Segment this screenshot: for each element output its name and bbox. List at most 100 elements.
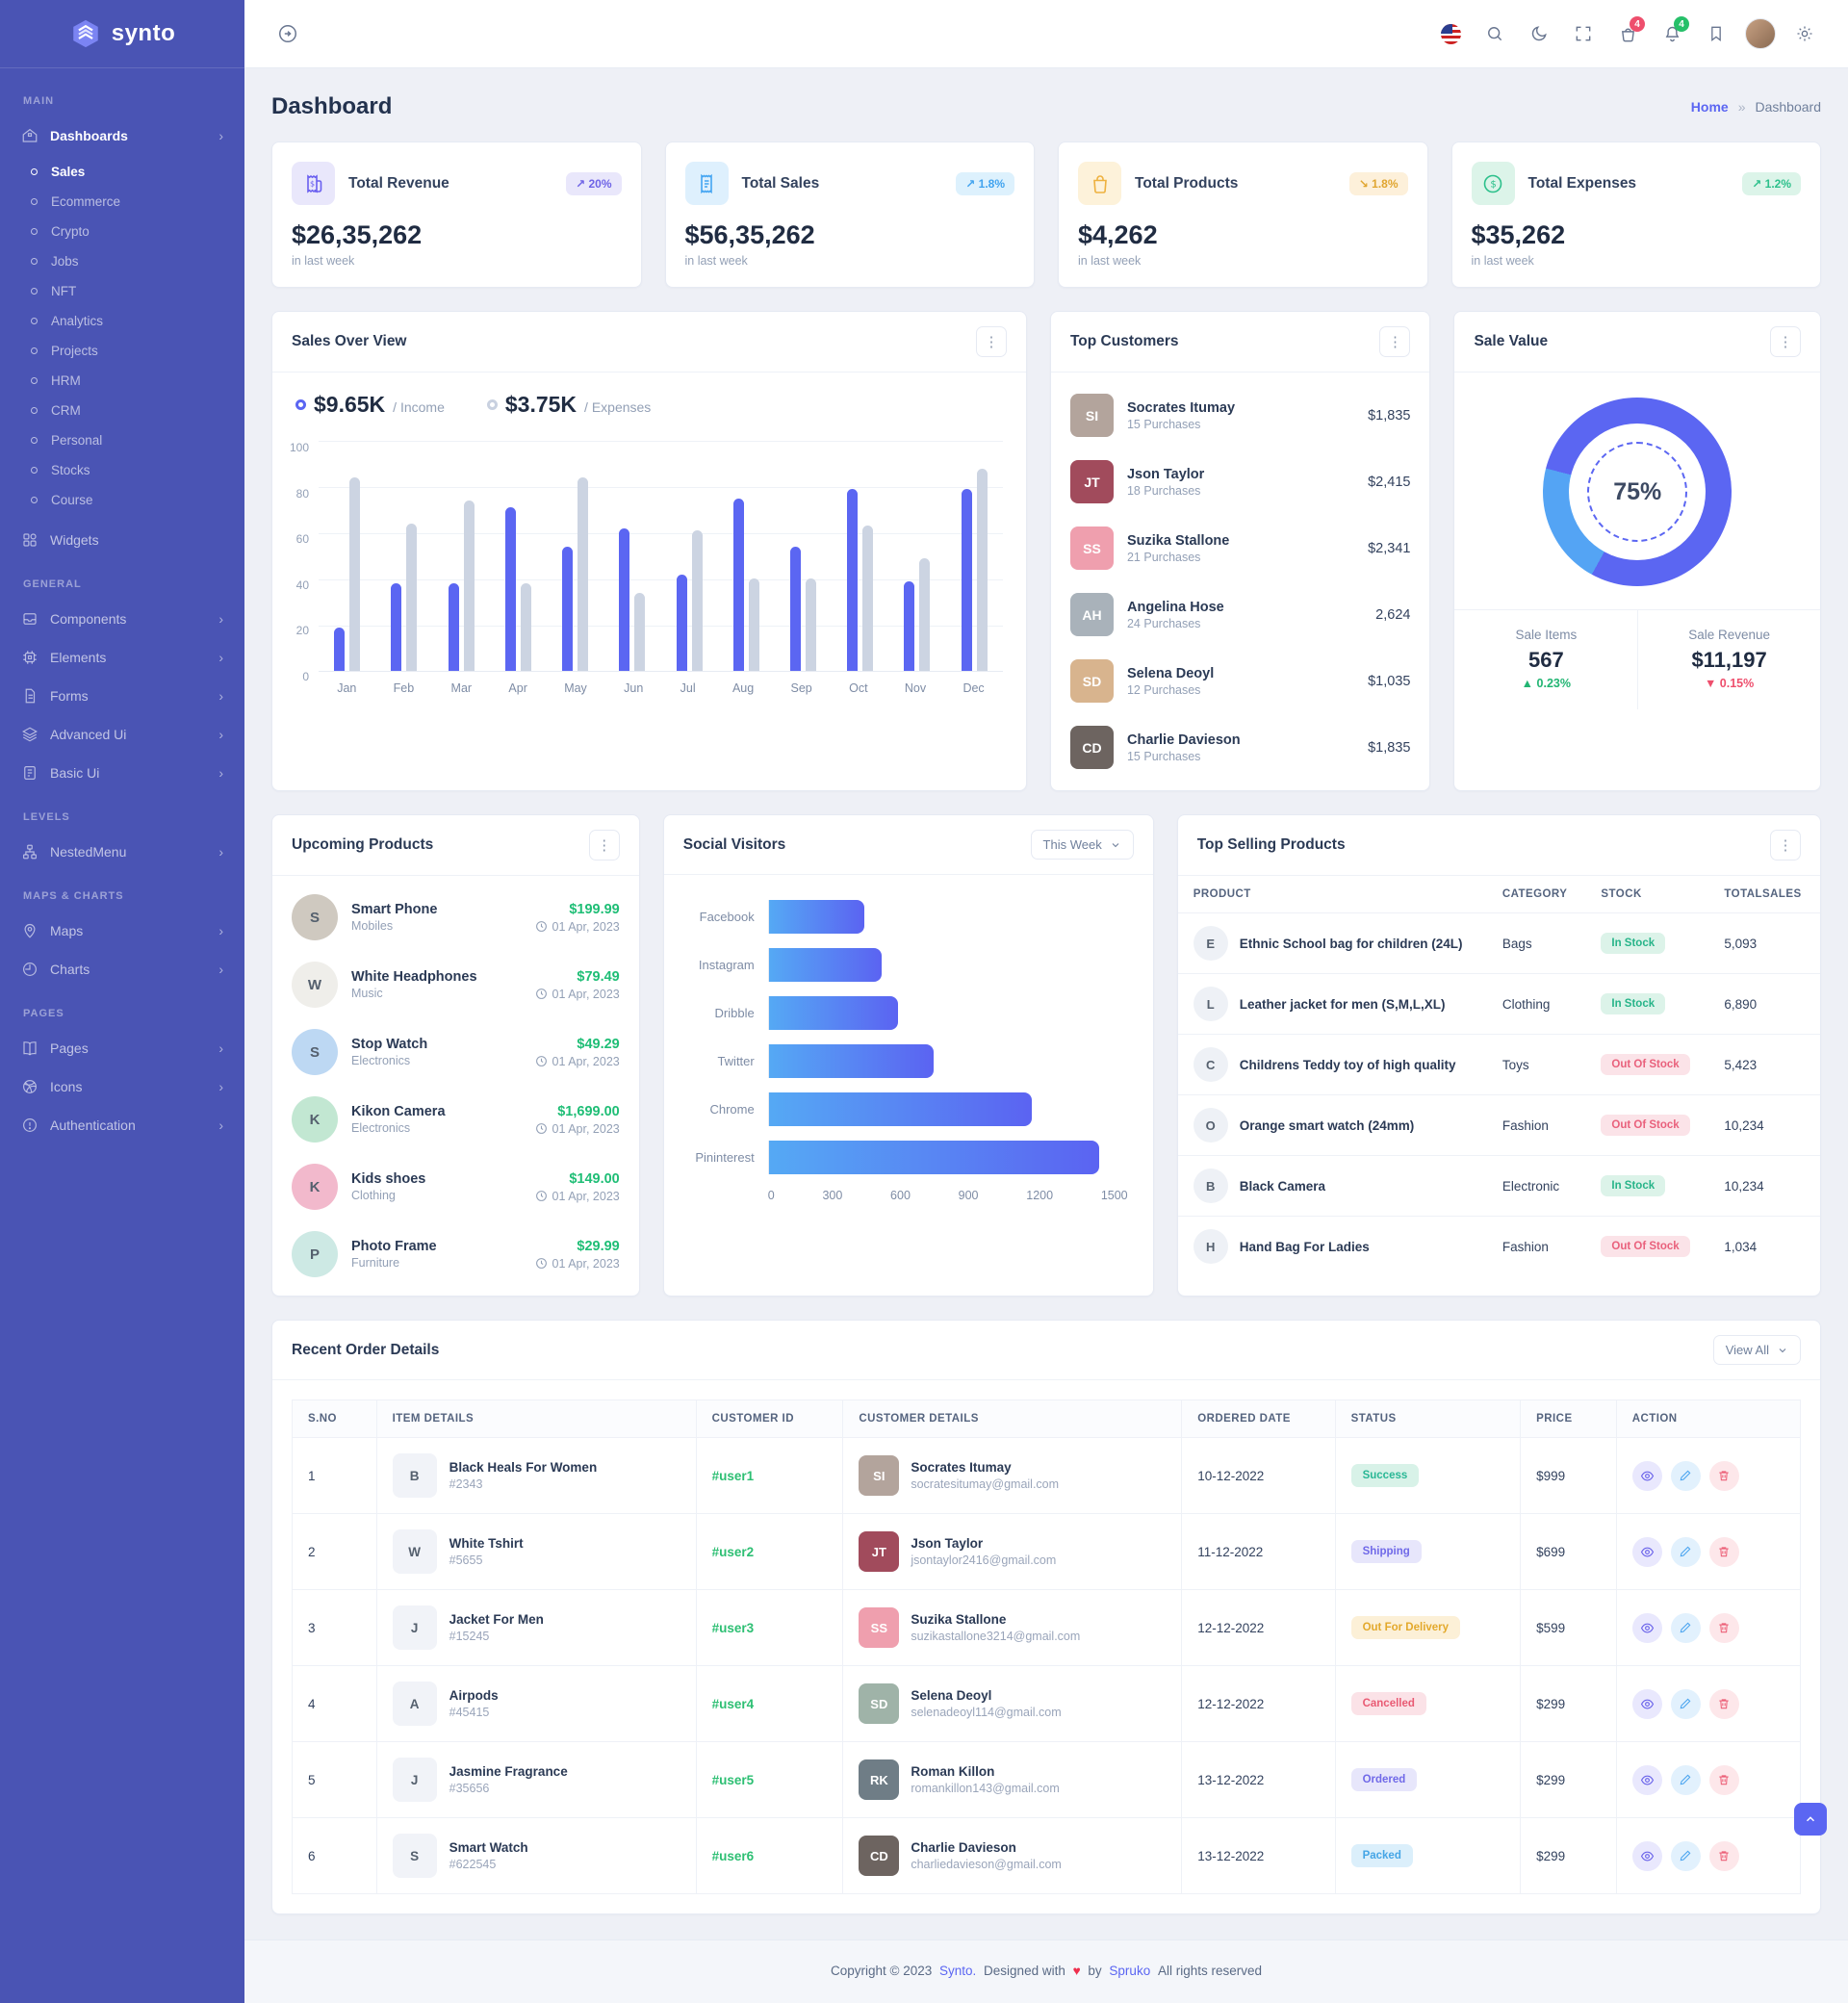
expense-bar — [464, 501, 475, 671]
edit-button[interactable] — [1671, 1537, 1701, 1567]
scroll-to-top-button[interactable] — [1794, 1803, 1827, 1836]
income-bar — [334, 628, 345, 671]
product-name: Leather jacket for men (S,M,L,XL) — [1240, 997, 1446, 1012]
delete-button[interactable] — [1709, 1765, 1739, 1795]
bullet-icon — [31, 288, 38, 295]
sidebar-item-jobs[interactable]: Jobs — [0, 246, 244, 276]
sidebar-item-dashboards[interactable]: Dashboards › — [0, 116, 244, 155]
customer-avatar: AH — [1070, 593, 1114, 636]
more-menu-button[interactable]: ⋮ — [1770, 830, 1801, 860]
edit-button[interactable] — [1671, 1841, 1701, 1871]
fullscreen-button[interactable] — [1565, 15, 1602, 52]
column-header: STATUS — [1335, 1400, 1521, 1438]
sale-value-card: Sale Value ⋮ 75% Sale Items 567 ▲ 0.23% — [1453, 311, 1821, 791]
more-menu-button[interactable]: ⋮ — [1379, 326, 1410, 357]
sidebar-item-hrm[interactable]: HRM — [0, 366, 244, 396]
more-menu-button[interactable]: ⋮ — [976, 326, 1007, 357]
search-button[interactable] — [1476, 15, 1513, 52]
sidebar-item-basic-ui[interactable]: Basic Ui › — [0, 754, 244, 792]
breadcrumb-home-link[interactable]: Home — [1691, 99, 1729, 115]
sidebar-item-charts[interactable]: Charts › — [0, 950, 244, 989]
bullet-icon — [31, 407, 38, 414]
box-icon — [21, 610, 38, 628]
legend-expenses: $3.75K / Expenses — [487, 392, 651, 418]
product-price: $49.29 — [535, 1037, 620, 1052]
sidebar-item-pages[interactable]: Pages › — [0, 1029, 244, 1067]
bookmark-button[interactable] — [1698, 15, 1734, 52]
profile-button[interactable] — [1742, 15, 1779, 52]
sidebar-item-advanced-ui[interactable]: Advanced Ui › — [0, 715, 244, 754]
sidebar-item-crypto[interactable]: Crypto — [0, 217, 244, 246]
more-menu-button[interactable]: ⋮ — [589, 830, 620, 860]
language-flag-button[interactable] — [1432, 15, 1469, 52]
sidebar-item-maps[interactable]: Maps › — [0, 912, 244, 950]
pencil-icon — [1679, 1469, 1692, 1482]
sidebar-item-projects[interactable]: Projects — [0, 336, 244, 366]
view-button[interactable] — [1632, 1461, 1662, 1491]
edit-button[interactable] — [1671, 1461, 1701, 1491]
delete-button[interactable] — [1709, 1537, 1739, 1567]
settings-button[interactable] — [1786, 15, 1823, 52]
stock-badge: In Stock — [1601, 933, 1665, 954]
edit-button[interactable] — [1671, 1765, 1701, 1795]
bullet-icon — [31, 198, 38, 205]
sidebar-toggle-button[interactable] — [270, 15, 306, 52]
sidebar-item-nestedmenu[interactable]: NestedMenu › — [0, 833, 244, 871]
week-filter-dropdown[interactable]: This Week — [1031, 830, 1134, 860]
delete-button[interactable] — [1709, 1461, 1739, 1491]
sidebar-item-authentication[interactable]: Authentication › — [0, 1106, 244, 1144]
product-category: Music — [351, 987, 477, 1000]
sidebar-item-sales[interactable]: Sales — [0, 157, 244, 187]
sub-item-label: Sales — [51, 165, 85, 179]
customer-purchases: 18 Purchases — [1127, 484, 1204, 498]
card-title: Sales Over View — [292, 333, 407, 350]
expense-bar — [919, 558, 930, 671]
customer-avatar: RK — [859, 1759, 899, 1800]
social-row-chrome: Chrome — [683, 1092, 1128, 1126]
sidebar-item-course[interactable]: Course — [0, 485, 244, 515]
view-button[interactable] — [1632, 1613, 1662, 1643]
sidebar-item-elements[interactable]: Elements › — [0, 638, 244, 677]
customer-avatar: SD — [1070, 659, 1114, 703]
delete-button[interactable] — [1709, 1689, 1739, 1719]
sale-revenue-stat: Sale Revenue $11,197 ▼ 0.15% — [1637, 610, 1820, 709]
status-badge: Out For Delivery — [1351, 1616, 1460, 1639]
delete-button[interactable] — [1709, 1613, 1739, 1643]
notifications-button[interactable]: 4 — [1654, 15, 1690, 52]
view-button[interactable] — [1632, 1841, 1662, 1871]
sidebar-item-widgets[interactable]: Widgets — [0, 521, 244, 559]
sidebar-item-stocks[interactable]: Stocks — [0, 455, 244, 485]
brand-logo[interactable]: synto — [0, 0, 244, 68]
product-name: White Headphones — [351, 969, 477, 985]
footer-brand-link[interactable]: Synto. — [939, 1964, 976, 1978]
top-selling-card: Top Selling Products ⋮ PRODUCT CATEGORY … — [1177, 814, 1821, 1297]
footer-author-link[interactable]: Spruko — [1109, 1964, 1150, 1978]
sidebar-item-components[interactable]: Components › — [0, 600, 244, 638]
sidebar-item-icons[interactable]: Icons › — [0, 1067, 244, 1106]
book-icon — [21, 1040, 38, 1057]
sidebar-item-personal[interactable]: Personal — [0, 425, 244, 455]
cart-button[interactable]: 4 — [1609, 15, 1646, 52]
delete-button[interactable] — [1709, 1841, 1739, 1871]
edit-button[interactable] — [1671, 1613, 1701, 1643]
sidebar-item-label: Pages — [50, 1040, 89, 1056]
dark-mode-button[interactable] — [1521, 15, 1557, 52]
view-button[interactable] — [1632, 1537, 1662, 1567]
sidebar-item-analytics[interactable]: Analytics — [0, 306, 244, 336]
edit-button[interactable] — [1671, 1689, 1701, 1719]
product-date: 01 Apr, 2023 — [535, 988, 620, 1001]
pencil-icon — [1679, 1545, 1692, 1558]
view-button[interactable] — [1632, 1765, 1662, 1795]
view-button[interactable] — [1632, 1689, 1662, 1719]
sidebar-item-nft[interactable]: NFT — [0, 276, 244, 306]
sidebar-item-forms[interactable]: Forms › — [0, 677, 244, 715]
bar-group-oct — [847, 441, 873, 671]
more-menu-button[interactable]: ⋮ — [1770, 326, 1801, 357]
sidebar-item-crm[interactable]: CRM — [0, 396, 244, 425]
view-all-dropdown[interactable]: View All — [1713, 1335, 1801, 1365]
sidebar-item-ecommerce[interactable]: Ecommerce — [0, 187, 244, 217]
